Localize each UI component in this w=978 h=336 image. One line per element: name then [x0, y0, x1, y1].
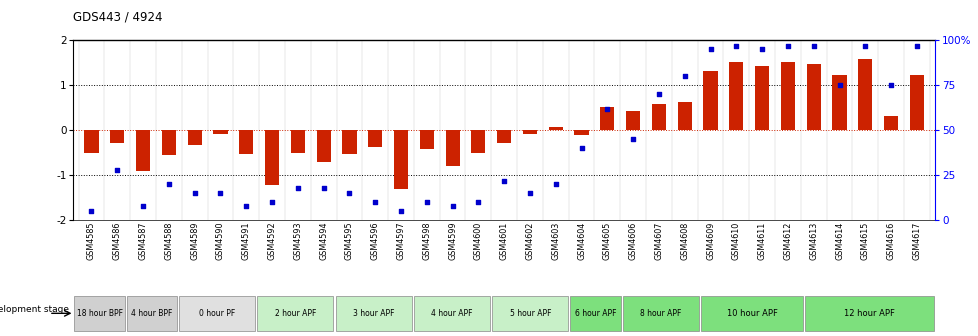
Bar — [677, 102, 691, 130]
Bar — [84, 130, 99, 153]
Point — [160, 181, 176, 187]
Bar — [858, 59, 871, 130]
Bar — [600, 107, 614, 130]
Point — [728, 43, 743, 48]
Point — [625, 136, 641, 142]
Bar — [414, 296, 490, 331]
Point — [676, 74, 691, 79]
Bar — [754, 67, 769, 130]
Bar — [342, 130, 356, 154]
Bar — [368, 130, 382, 147]
Bar — [909, 75, 923, 130]
Text: 12 hour APF: 12 hour APF — [843, 309, 894, 318]
Point — [135, 203, 151, 208]
Bar — [161, 130, 176, 155]
Bar — [806, 64, 820, 130]
Point — [548, 181, 563, 187]
Point — [573, 145, 589, 151]
Bar — [729, 62, 742, 130]
Bar — [470, 130, 485, 153]
Text: 8 hour APF: 8 hour APF — [640, 309, 681, 318]
Bar — [420, 130, 433, 149]
Bar — [213, 130, 227, 134]
Bar — [522, 130, 537, 134]
Bar — [74, 296, 124, 331]
Point — [393, 208, 409, 214]
Bar — [700, 296, 803, 331]
Bar — [111, 130, 124, 143]
Bar — [492, 296, 568, 331]
Point — [367, 200, 382, 205]
Point — [316, 185, 332, 191]
Bar — [290, 130, 304, 153]
Point — [702, 47, 718, 52]
Point — [444, 203, 460, 208]
Point — [753, 47, 769, 52]
Text: 2 hour APF: 2 hour APF — [275, 309, 316, 318]
Bar — [393, 130, 408, 188]
Bar — [335, 296, 412, 331]
Text: 3 hour APF: 3 hour APF — [352, 309, 394, 318]
Text: GDS443 / 4924: GDS443 / 4924 — [73, 10, 162, 23]
Point — [882, 83, 898, 88]
Text: 0 hour PF: 0 hour PF — [199, 309, 235, 318]
Point — [496, 178, 511, 183]
Text: 4 hour APF: 4 hour APF — [430, 309, 472, 318]
Bar — [622, 296, 698, 331]
Bar — [497, 130, 511, 143]
Bar — [831, 75, 846, 130]
Bar — [126, 296, 177, 331]
Text: 5 hour APF: 5 hour APF — [509, 309, 551, 318]
Bar — [445, 130, 460, 166]
Bar — [805, 296, 933, 331]
Bar — [316, 130, 331, 162]
Bar — [780, 62, 794, 130]
Point — [289, 185, 305, 191]
Bar — [703, 71, 717, 130]
Point — [187, 191, 202, 196]
Text: 4 hour BPF: 4 hour BPF — [131, 309, 172, 318]
Point — [831, 83, 847, 88]
Point — [857, 43, 872, 48]
Point — [212, 191, 228, 196]
Point — [521, 191, 537, 196]
Bar — [136, 130, 150, 171]
Point — [599, 106, 614, 111]
Bar — [548, 127, 562, 130]
Bar — [188, 130, 201, 144]
Text: 10 hour APF: 10 hour APF — [726, 309, 777, 318]
Point — [83, 208, 99, 214]
Point — [341, 191, 357, 196]
Text: 18 hour BPF: 18 hour BPF — [76, 309, 122, 318]
Point — [239, 203, 254, 208]
Bar — [651, 104, 665, 130]
Point — [110, 167, 125, 172]
Point — [470, 200, 486, 205]
Bar — [265, 130, 279, 185]
Bar — [179, 296, 255, 331]
Text: development stage: development stage — [0, 305, 68, 314]
Bar — [257, 296, 333, 331]
Text: 6 hour APF: 6 hour APF — [574, 309, 616, 318]
Bar — [574, 130, 588, 135]
Bar — [570, 296, 620, 331]
Point — [650, 92, 666, 97]
Point — [805, 43, 821, 48]
Bar — [625, 111, 640, 130]
Point — [779, 43, 795, 48]
Bar — [239, 130, 253, 154]
Point — [264, 200, 280, 205]
Point — [419, 200, 434, 205]
Point — [909, 43, 924, 48]
Bar — [883, 116, 897, 130]
